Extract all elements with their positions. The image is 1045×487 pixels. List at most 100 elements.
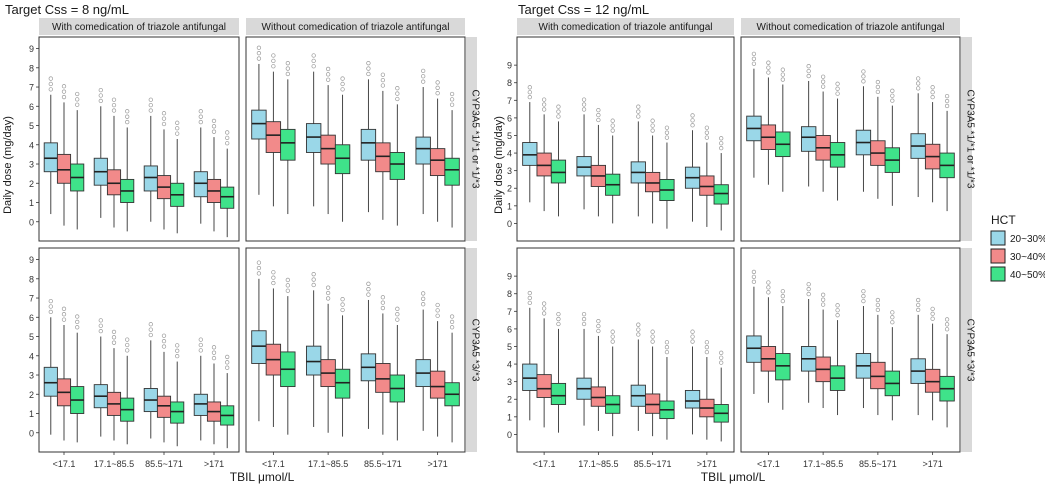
outlier-point bbox=[556, 104, 561, 109]
panel-r0-c0 bbox=[516, 36, 735, 242]
outlier-point bbox=[806, 64, 811, 69]
x-tick-label: <17.1 bbox=[757, 459, 780, 469]
box bbox=[360, 128, 377, 161]
outlier-point bbox=[449, 97, 455, 102]
outlier-point bbox=[610, 123, 615, 128]
outlier-point bbox=[125, 119, 130, 125]
outlier-point bbox=[311, 64, 316, 69]
box bbox=[43, 366, 58, 397]
outlier-point bbox=[366, 71, 371, 77]
legend-key-40-50 bbox=[990, 266, 1006, 282]
panel-frame bbox=[516, 36, 735, 242]
outlier-point bbox=[111, 329, 117, 335]
outlier-point bbox=[285, 66, 290, 71]
outlier-point bbox=[48, 304, 53, 309]
y-tick-label: 7 bbox=[29, 294, 34, 304]
box bbox=[522, 363, 538, 391]
outlier-point bbox=[610, 118, 615, 123]
outlier-point bbox=[930, 306, 935, 311]
outlier-point bbox=[806, 291, 811, 297]
panel-frame bbox=[516, 247, 735, 453]
outlier-point bbox=[98, 87, 103, 93]
outlier-point bbox=[944, 93, 950, 99]
outlier-point bbox=[340, 307, 345, 313]
outlier-point bbox=[421, 291, 426, 296]
row-strip bbox=[961, 248, 972, 452]
outlier-point bbox=[198, 348, 203, 353]
outlier-point bbox=[125, 114, 130, 119]
panel-r0-c1 bbox=[245, 36, 466, 242]
outlier-point bbox=[148, 108, 153, 113]
x-tick-label: 85.5~171 bbox=[364, 459, 402, 469]
outlier-point bbox=[664, 130, 670, 135]
panel-frame bbox=[38, 247, 240, 453]
outlier-point bbox=[61, 312, 67, 317]
outlier-point bbox=[175, 354, 180, 359]
outlier-point bbox=[916, 76, 921, 81]
outlier-point bbox=[61, 89, 67, 94]
box bbox=[170, 401, 185, 424]
outlier-point bbox=[751, 51, 757, 57]
outlier-point bbox=[556, 311, 561, 317]
y-tick-label: 3 bbox=[29, 371, 34, 381]
outlier-point bbox=[806, 287, 811, 292]
y-tick-label: 8 bbox=[507, 78, 512, 88]
outlier-point bbox=[75, 325, 80, 330]
outlier-point bbox=[780, 289, 785, 294]
outlier-point bbox=[581, 316, 587, 322]
row-strip-label: CYP3A5 *3/*3 bbox=[965, 319, 976, 382]
outlier-point bbox=[395, 86, 400, 91]
outlier-point bbox=[175, 131, 180, 136]
outlier-point bbox=[581, 107, 587, 112]
outlier-point bbox=[75, 97, 80, 102]
y-tick-label: 2 bbox=[29, 179, 34, 189]
y-tick-label: 5 bbox=[507, 342, 512, 352]
outlier-point bbox=[211, 345, 217, 350]
row-strip-label: CYP3A5 *1/*1 or *1/*3 bbox=[470, 90, 481, 189]
outlier-point bbox=[211, 355, 217, 361]
outlier-point bbox=[225, 365, 230, 370]
outlier-point bbox=[766, 280, 771, 285]
outlier-point bbox=[751, 56, 757, 61]
outlier-point bbox=[285, 61, 290, 66]
legend-label-30-40: 30~40% bbox=[1010, 252, 1045, 263]
outlier-point bbox=[340, 302, 345, 307]
outlier-point bbox=[527, 300, 532, 306]
outlier-point bbox=[704, 340, 710, 345]
outlier-point bbox=[98, 318, 103, 323]
outlier-point bbox=[875, 89, 881, 95]
box bbox=[536, 152, 552, 177]
outlier-point bbox=[664, 340, 670, 345]
outlier-point bbox=[225, 141, 230, 146]
outlier-point bbox=[690, 329, 695, 334]
outlier-point bbox=[704, 125, 710, 130]
outlier-point bbox=[541, 102, 547, 107]
outlier-point bbox=[449, 314, 455, 319]
y-tick-label: 4 bbox=[507, 360, 512, 370]
outlier-point bbox=[61, 94, 67, 100]
box bbox=[713, 184, 729, 205]
outlier-point bbox=[650, 329, 655, 334]
x-tick-label: 17.1~85.5 bbox=[308, 459, 348, 469]
outlier-point bbox=[48, 76, 53, 81]
outlier-point bbox=[449, 319, 455, 325]
outlier-point bbox=[944, 317, 950, 322]
y-axis-label-left: Daily dose (mg/day) bbox=[2, 116, 14, 214]
outlier-point bbox=[48, 87, 53, 92]
x-tick-label: >171 bbox=[204, 459, 224, 469]
box bbox=[265, 121, 282, 153]
box bbox=[280, 128, 296, 161]
outlier-point bbox=[890, 88, 895, 93]
outlier-point bbox=[861, 69, 866, 74]
legend-label-40-50: 40~50% bbox=[1010, 270, 1045, 281]
outlier-point bbox=[766, 70, 771, 75]
outlier-point bbox=[125, 342, 130, 348]
block-0: With comedication of triazole antifungal… bbox=[29, 18, 481, 469]
outlier-point bbox=[751, 279, 757, 284]
outlier-point bbox=[636, 114, 641, 119]
row-strip bbox=[961, 37, 972, 241]
y-tick-label: 3 bbox=[507, 377, 512, 387]
outlier-point bbox=[650, 128, 655, 133]
outlier-point bbox=[98, 328, 103, 334]
outlier-point bbox=[719, 360, 724, 365]
